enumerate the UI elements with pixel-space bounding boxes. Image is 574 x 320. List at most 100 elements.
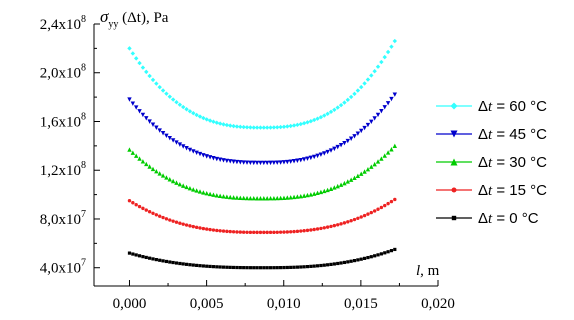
data-point — [207, 155, 213, 160]
data-point — [184, 262, 189, 266]
data-point — [167, 136, 172, 141]
data-point — [338, 182, 344, 187]
data-point — [379, 252, 383, 256]
data-point — [131, 252, 135, 256]
data-point — [174, 220, 179, 224]
y-tick-label: 8,0x107 — [40, 209, 86, 228]
data-point — [255, 266, 259, 270]
data-point — [375, 112, 381, 118]
data-point — [141, 206, 145, 211]
data-point — [194, 112, 199, 118]
data-point — [252, 266, 256, 270]
data-point — [204, 117, 209, 122]
data-point — [234, 124, 240, 129]
data-point — [248, 266, 252, 270]
data-point — [184, 223, 189, 227]
data-point — [338, 102, 344, 108]
data-point — [261, 160, 267, 166]
data-point — [184, 146, 189, 151]
data-point — [339, 261, 343, 265]
data-point — [238, 230, 243, 234]
data-point — [299, 229, 303, 233]
data-point — [329, 224, 333, 229]
data-point — [356, 258, 360, 262]
data-point — [217, 157, 223, 162]
data-point — [281, 195, 287, 200]
data-point — [362, 169, 367, 174]
data-point — [325, 187, 330, 193]
data-point — [318, 114, 324, 120]
data-point — [197, 189, 203, 194]
data-point — [382, 105, 387, 110]
data-point — [228, 229, 232, 234]
data-point — [241, 195, 246, 201]
data-point — [298, 121, 303, 127]
data-point — [332, 262, 336, 266]
data-point — [318, 152, 324, 157]
data-point — [335, 144, 340, 150]
data-point — [332, 146, 337, 152]
data-point — [385, 150, 391, 155]
data-point — [238, 160, 243, 165]
data-point — [255, 230, 259, 235]
data-point — [164, 91, 169, 96]
data-point — [248, 195, 253, 201]
data-point — [187, 109, 193, 114]
data-point — [170, 178, 176, 184]
data-point — [221, 158, 226, 163]
data-point — [352, 217, 357, 222]
data-point — [201, 115, 206, 121]
x-tick-label: 0,015 — [344, 296, 378, 312]
data-point — [147, 73, 152, 79]
data-point — [157, 128, 162, 133]
data-point — [131, 201, 135, 205]
data-point — [214, 156, 220, 162]
legend-marker — [450, 158, 458, 166]
data-point — [144, 69, 149, 75]
data-point — [264, 125, 270, 130]
data-point — [258, 196, 263, 201]
data-point — [205, 227, 209, 231]
data-point — [251, 196, 256, 201]
data-point — [349, 259, 353, 263]
data-point — [379, 205, 384, 210]
data-point — [369, 255, 373, 259]
y-tick-label: 2,4x108 — [40, 14, 86, 33]
data-point — [170, 97, 176, 102]
data-point — [231, 265, 236, 270]
data-series — [127, 38, 398, 270]
data-point — [194, 150, 199, 156]
data-point — [231, 123, 236, 129]
data-point — [339, 222, 343, 226]
data-point — [204, 154, 209, 159]
y-tick-label: 4,0x107 — [40, 258, 86, 277]
data-point — [258, 230, 263, 235]
data-point — [312, 117, 317, 123]
data-point — [278, 124, 283, 130]
data-point — [308, 155, 314, 161]
x-axis-ticks: 0,000 0,005 0,010 0,015 0,020 — [113, 280, 455, 312]
data-point — [174, 261, 179, 265]
data-point — [305, 264, 310, 269]
data-point — [228, 194, 233, 200]
series-0 — [127, 247, 397, 270]
data-point — [288, 195, 293, 200]
data-point — [366, 212, 370, 216]
data-point — [168, 218, 172, 222]
data-point — [342, 260, 347, 265]
legend-marker — [450, 130, 458, 138]
data-point — [322, 226, 326, 230]
data-point — [369, 119, 374, 125]
data-point — [365, 122, 371, 128]
data-point — [335, 183, 340, 189]
data-point — [302, 229, 306, 233]
data-point — [272, 230, 276, 235]
data-point — [359, 128, 364, 134]
data-point — [234, 159, 240, 165]
data-point — [348, 94, 354, 100]
legend-label: Δt = 60 °C — [478, 98, 547, 115]
data-point — [164, 217, 169, 221]
data-point — [336, 261, 340, 266]
data-point — [301, 157, 307, 162]
